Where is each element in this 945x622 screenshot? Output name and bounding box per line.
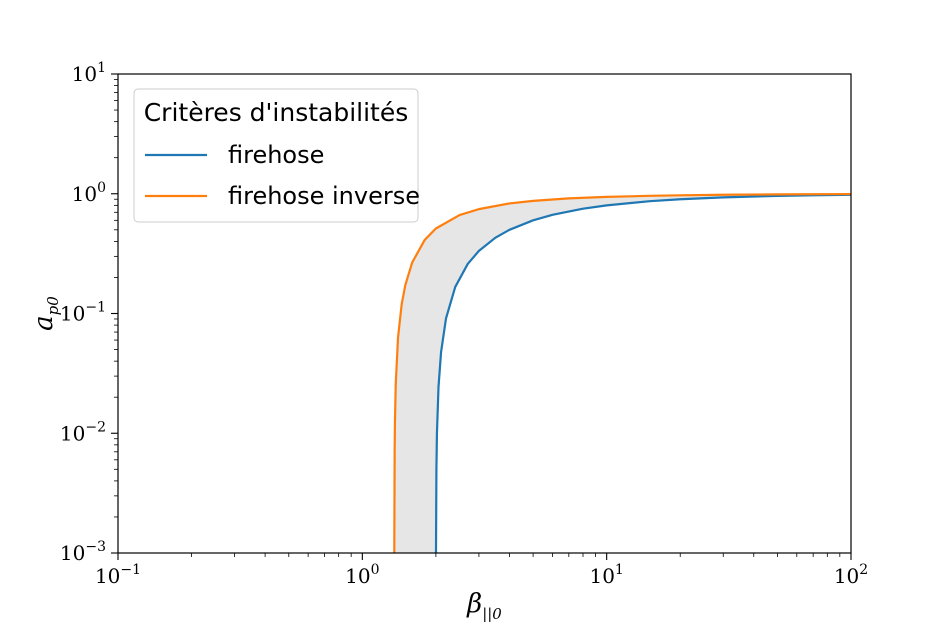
x-tick-exponent: 2 xyxy=(859,562,868,578)
x-tick-label: 102 xyxy=(834,562,868,588)
y-tick-exponent: 1 xyxy=(97,60,106,76)
x-tick-base: 10 xyxy=(345,564,370,588)
x-axis-label: β||0 xyxy=(466,589,502,622)
y-tick-base: 10 xyxy=(60,421,85,445)
x-tick-label: 101 xyxy=(589,562,623,588)
legend-entries: firehose firehose inverse xyxy=(145,141,420,210)
series-line-firehose-inverse xyxy=(393,192,852,554)
y-tick-base: 10 xyxy=(60,302,85,326)
y-tick-label: 100 xyxy=(72,180,106,206)
fill-between-region xyxy=(394,194,851,553)
y-tick-label: 10−3 xyxy=(60,539,106,565)
series-layer xyxy=(393,192,852,554)
y-tick-exponent: 0 xyxy=(97,180,106,196)
x-tick-exponent: 1 xyxy=(615,562,624,578)
legend: Critères d'instabilités firehosefirehose… xyxy=(133,88,420,223)
y-axis-label: ap0 xyxy=(29,296,62,331)
x-tick-base: 10 xyxy=(589,564,614,588)
y-axis-label-group: ap0 xyxy=(29,296,62,331)
legend-label-firehose: firehose xyxy=(228,141,324,169)
x-tick-label: 100 xyxy=(345,562,379,588)
y-tick-base: 10 xyxy=(72,62,97,86)
instability-region-fill xyxy=(394,194,851,553)
series-line-firehose xyxy=(434,193,852,554)
y-tick-exponent: −3 xyxy=(85,539,106,555)
legend-title: Critères d'instabilités xyxy=(144,98,409,127)
y-tick-label: 101 xyxy=(72,60,106,86)
x-tick-base: 10 xyxy=(834,564,859,588)
y-tick-base: 10 xyxy=(60,541,85,565)
x-tick-base: 10 xyxy=(95,564,120,588)
y-tick-exponent: −1 xyxy=(85,300,106,316)
x-tick-exponent: 0 xyxy=(371,562,380,578)
y-axis-label-symbol: a xyxy=(29,315,59,331)
y-tick-exponent: −2 xyxy=(85,419,106,435)
legend-box xyxy=(133,88,419,223)
x-axis-label-symbol: β xyxy=(466,589,482,619)
x-tick-label: 10−1 xyxy=(95,562,141,588)
y-axis-label-subscript: p0 xyxy=(44,296,62,316)
legend-label-firehose-inverse: firehose inverse xyxy=(228,182,420,210)
y-tick-label: 10−1 xyxy=(60,300,106,326)
y-tick-base: 10 xyxy=(72,182,97,206)
x-tick-exponent: −1 xyxy=(120,562,141,578)
y-tick-label: 10−2 xyxy=(60,419,106,445)
x-axis-label-subscript: ||0 xyxy=(482,605,502,622)
